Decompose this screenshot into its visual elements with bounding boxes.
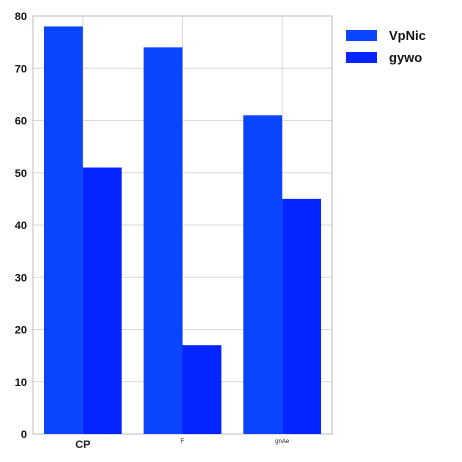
y-tick-label: 20 xyxy=(15,325,27,337)
legend-swatch xyxy=(346,30,377,41)
y-tick-label: 30 xyxy=(15,272,27,284)
y-tick-label: 70 xyxy=(15,63,27,75)
bar xyxy=(243,115,283,435)
y-tick-label: 50 xyxy=(15,168,27,180)
x-tick-label: F xyxy=(181,439,185,445)
y-tick-label: 60 xyxy=(15,116,27,128)
bars xyxy=(43,26,322,435)
bar xyxy=(43,26,83,434)
y-tick-label: 80 xyxy=(15,11,27,23)
bar xyxy=(82,167,122,434)
y-tick-label: 10 xyxy=(15,377,27,389)
y-axis-ticks: 0 10 20 30 40 50 60 70 80 xyxy=(15,11,27,441)
legend-label: VpNic xyxy=(389,28,426,43)
legend-swatch xyxy=(346,52,377,63)
bar xyxy=(143,47,183,434)
legend-label: gywo xyxy=(389,50,422,65)
bar xyxy=(182,345,222,434)
bar xyxy=(282,198,322,434)
y-tick-label: 0 xyxy=(21,429,27,441)
y-tick-label: 40 xyxy=(15,220,27,232)
legend: VpNic gywo xyxy=(346,28,426,65)
x-tick-label: gnAe xyxy=(275,439,290,445)
x-tick-label: CP xyxy=(75,439,90,451)
